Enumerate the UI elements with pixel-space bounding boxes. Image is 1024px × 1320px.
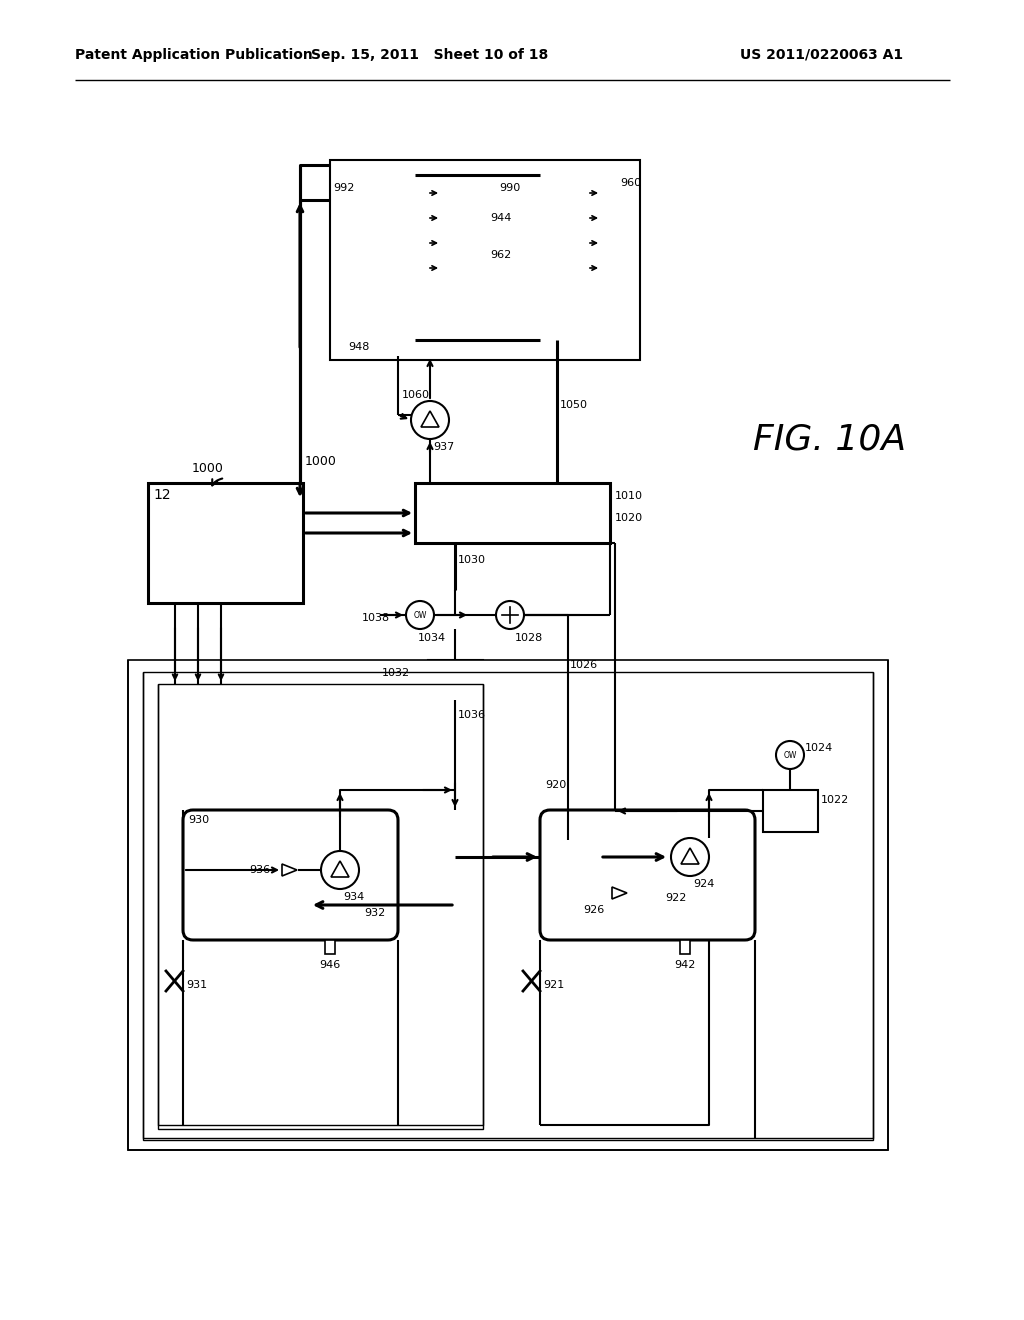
Bar	[325, 940, 335, 954]
Text: 936: 936	[249, 865, 270, 875]
Text: 934: 934	[343, 892, 365, 902]
Text: 944: 944	[490, 213, 511, 223]
Text: 1010: 1010	[615, 491, 643, 502]
Text: 924: 924	[693, 879, 715, 888]
Bar	[409, 239, 421, 247]
Circle shape	[321, 851, 359, 888]
Bar	[409, 214, 421, 222]
Text: 948: 948	[348, 342, 370, 352]
Text: 12: 12	[153, 488, 171, 502]
Text: 942: 942	[675, 960, 695, 970]
Bar	[581, 264, 587, 272]
Text: 1050: 1050	[560, 400, 588, 411]
Text: OW: OW	[783, 751, 797, 759]
Bar	[380, 176, 415, 341]
Bar	[540, 176, 575, 341]
Text: 926: 926	[584, 906, 605, 915]
Text: 1032: 1032	[382, 668, 410, 678]
Text: 1036: 1036	[458, 710, 486, 719]
Text: 1022: 1022	[821, 795, 849, 805]
Bar	[421, 239, 427, 247]
Text: 1020: 1020	[615, 513, 643, 523]
Text: 922: 922	[665, 894, 686, 903]
Bar	[409, 189, 421, 197]
Bar	[388, 341, 408, 356]
Circle shape	[406, 601, 434, 630]
Text: 931: 931	[186, 979, 207, 990]
Text: 1060: 1060	[402, 389, 430, 400]
Bar	[569, 189, 581, 197]
Bar	[569, 214, 581, 222]
Text: 920: 920	[545, 780, 566, 789]
Bar	[581, 239, 587, 247]
Circle shape	[411, 401, 449, 440]
Text: 1030: 1030	[458, 554, 486, 565]
Bar	[409, 264, 421, 272]
Bar	[158, 684, 483, 1129]
Text: 946: 946	[319, 960, 341, 970]
Bar	[143, 672, 873, 1140]
Text: 992: 992	[334, 183, 355, 193]
Text: 1028: 1028	[515, 634, 544, 643]
Circle shape	[671, 838, 709, 876]
Text: US 2011/0220063 A1: US 2011/0220063 A1	[740, 48, 903, 62]
Bar	[569, 239, 581, 247]
Text: 990: 990	[499, 183, 520, 193]
Text: 1024: 1024	[805, 743, 834, 752]
Text: 960: 960	[620, 178, 641, 187]
Text: Sep. 15, 2011   Sheet 10 of 18: Sep. 15, 2011 Sheet 10 of 18	[311, 48, 549, 62]
Text: 1034: 1034	[418, 634, 446, 643]
Text: 1026: 1026	[570, 660, 598, 671]
Bar	[148, 483, 303, 603]
FancyBboxPatch shape	[183, 810, 398, 940]
Bar	[569, 264, 581, 272]
Bar	[581, 189, 587, 197]
Text: 1000: 1000	[193, 462, 224, 475]
Bar	[128, 660, 888, 1150]
Text: 962: 962	[490, 249, 511, 260]
Bar	[421, 214, 427, 222]
Text: 921: 921	[543, 979, 564, 990]
Bar	[581, 214, 587, 222]
Text: 1000: 1000	[305, 455, 337, 483]
Bar	[415, 483, 610, 543]
Text: Patent Application Publication: Patent Application Publication	[75, 48, 312, 62]
FancyBboxPatch shape	[540, 810, 755, 940]
Text: 930: 930	[188, 814, 209, 825]
Circle shape	[776, 741, 804, 770]
Bar	[330, 160, 640, 360]
Bar	[421, 264, 427, 272]
Bar	[421, 189, 427, 197]
Text: FIG. 10A: FIG. 10A	[754, 422, 906, 457]
Bar	[428, 660, 483, 700]
Bar	[680, 940, 690, 954]
Text: 1038: 1038	[361, 612, 390, 623]
Text: 932: 932	[365, 908, 386, 917]
Circle shape	[496, 601, 524, 630]
Bar	[763, 789, 818, 832]
Text: 937: 937	[433, 442, 455, 451]
Text: OW: OW	[414, 610, 427, 619]
